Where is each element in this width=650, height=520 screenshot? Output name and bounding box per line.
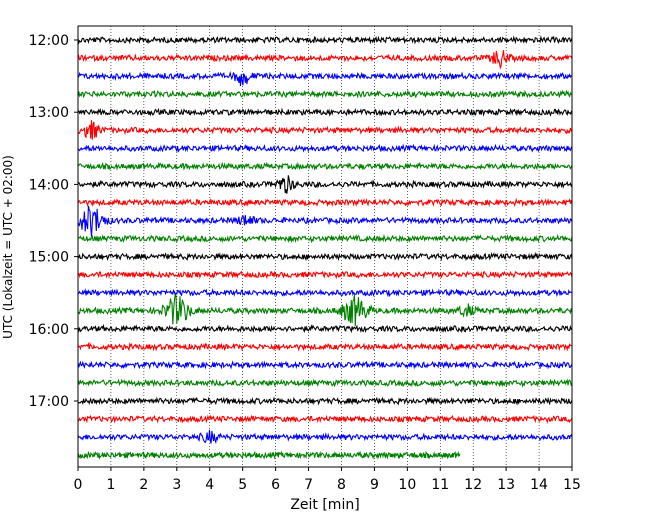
x-tick-label: 15 (563, 477, 581, 493)
seismic-trace (77, 450, 461, 460)
seismic-trace (77, 293, 573, 327)
seismic-trace (77, 205, 573, 237)
seismic-trace (77, 120, 573, 140)
seismic-trace (77, 323, 573, 334)
trace-group (77, 35, 573, 460)
x-axis-title: Zeit [min] (290, 497, 359, 513)
x-tick-label: 3 (172, 477, 181, 493)
seismic-trace (77, 89, 572, 99)
x-axis: 0 1 2 3 4 5 6 7 8 9 10 11 12 13 14 15 (74, 467, 581, 493)
x-tick-label: 11 (431, 477, 449, 493)
x-tick-label: 1 (106, 477, 115, 493)
seismic-trace (77, 288, 573, 298)
y-tick-label: 14:00 (29, 177, 69, 193)
y-tick-label: 12:00 (29, 33, 69, 49)
x-tick-label: 14 (530, 477, 548, 493)
x-tick-label: 9 (370, 477, 379, 493)
x-tick-label: 13 (497, 477, 515, 493)
x-tick-label: 7 (304, 477, 313, 493)
x-tick-label: 5 (238, 477, 247, 493)
seismic-trace (77, 197, 573, 208)
seismic-trace (77, 251, 573, 262)
seismic-trace (77, 70, 573, 87)
seismic-trace (77, 270, 573, 280)
seismic-trace (77, 378, 573, 388)
seismic-trace (77, 35, 573, 45)
x-tick-label: 6 (271, 477, 280, 493)
seismic-trace (77, 175, 573, 194)
x-tick-label: 2 (139, 477, 148, 493)
x-tick-label: 8 (337, 477, 346, 493)
seismic-trace (77, 233, 573, 244)
x-tick-label: 10 (398, 477, 416, 493)
seismic-trace (77, 360, 573, 370)
y-axis: 12:00 13:00 14:00 15:00 16:00 17:00 (29, 33, 78, 410)
x-tick-label: 12 (464, 477, 482, 493)
seismic-trace (77, 429, 573, 445)
seismic-trace (77, 50, 573, 70)
y-tick-label: 13:00 (29, 105, 69, 121)
x-tick-label: 0 (74, 477, 83, 493)
y-tick-label: 15:00 (29, 250, 69, 266)
y-axis-title: UTC (Lokalzeit = UTC + 02:00) (1, 155, 15, 339)
seismic-trace (77, 143, 573, 153)
seismic-trace (77, 396, 573, 406)
seismic-trace (77, 107, 573, 117)
x-tick-label: 4 (205, 477, 214, 493)
plot-frame (77, 25, 573, 468)
seismic-trace (78, 414, 573, 424)
seismic-trace (77, 341, 573, 352)
y-tick-label: 17:00 (29, 394, 69, 410)
y-tick-label: 16:00 (29, 322, 69, 338)
seismic-trace (77, 161, 573, 171)
